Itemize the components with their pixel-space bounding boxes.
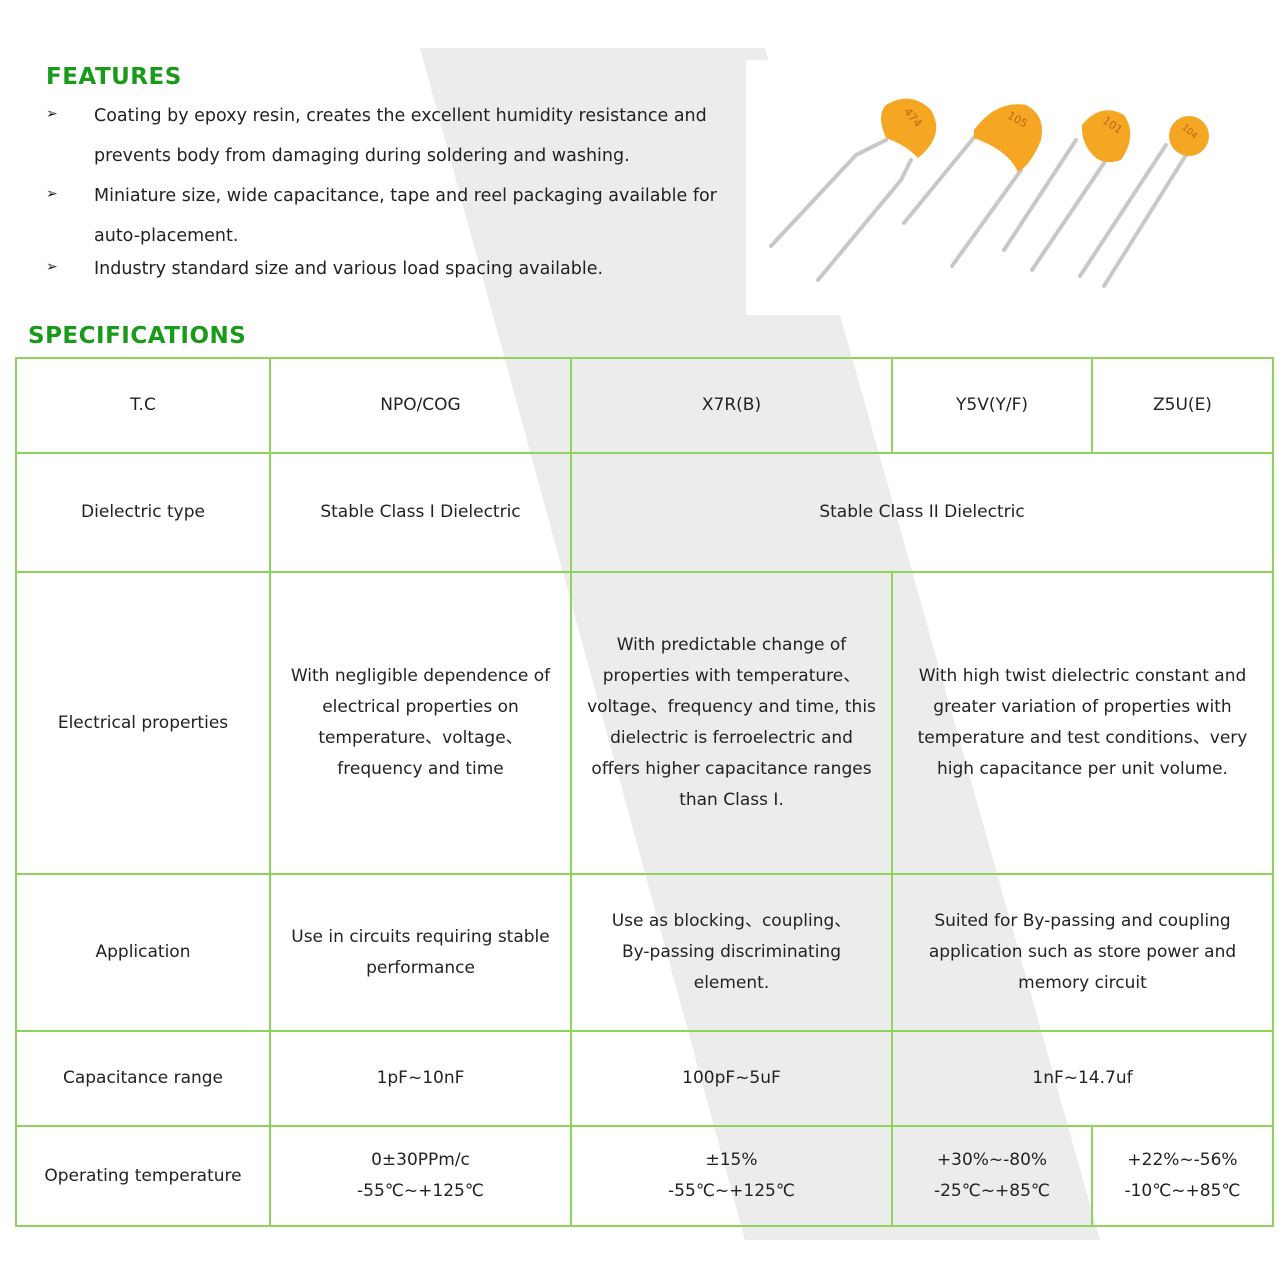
cell: 1nF~14.7uf (891, 1030, 1274, 1127)
arrow-bullet-icon: ➢ (46, 106, 58, 122)
cell: Stable Class II Dielectric (570, 452, 1274, 573)
table-row-application: Application Use in circuits requiring st… (15, 873, 1274, 1032)
row-label: Capacitance range (15, 1030, 271, 1127)
specifications-heading: SPECIFICATIONS (28, 323, 247, 349)
specifications-table: T.C NPO/COG X7R(B) Y5V(Y/F) Z5U(E) Diele… (15, 357, 1274, 1227)
cell: 1pF~10nF (269, 1030, 572, 1127)
header-x7r: X7R(B) (570, 357, 893, 454)
capacitor-photo: 474 105 101 104 (746, 60, 1280, 315)
header-tc: T.C (15, 357, 271, 454)
table-row-temperature: Operating temperature 0±30PPm/c -55℃~+125… (15, 1125, 1274, 1227)
cell: 100pF~5uF (570, 1030, 893, 1127)
cell: 0±30PPm/c -55℃~+125℃ (269, 1125, 572, 1227)
cell: Stable Class I Dielectric (269, 452, 572, 573)
row-label: Electrical properties (15, 571, 271, 875)
header-y5v: Y5V(Y/F) (891, 357, 1093, 454)
cell: With predictable change of properties wit… (570, 571, 893, 875)
table-row-header: T.C NPO/COG X7R(B) Y5V(Y/F) Z5U(E) (15, 357, 1274, 454)
cell: +30%~-80% -25℃~+85℃ (891, 1125, 1093, 1227)
header-z5u: Z5U(E) (1091, 357, 1274, 454)
table-row-capacitance: Capacitance range 1pF~10nF 100pF~5uF 1nF… (15, 1030, 1274, 1127)
table-row-dielectric: Dielectric type Stable Class I Dielectri… (15, 452, 1274, 573)
features-heading: FEATURES (46, 64, 182, 90)
cell: Use as blocking、coupling、 By-passing disc… (570, 873, 893, 1032)
arrow-bullet-icon: ➢ (46, 259, 58, 275)
row-label: Application (15, 873, 271, 1032)
cell: Suited for By-passing and coupling applic… (891, 873, 1274, 1032)
row-label: Operating temperature (15, 1125, 271, 1227)
table-row-electrical: Electrical properties With negligible de… (15, 571, 1274, 875)
cell: +22%~-56% -10℃~+85℃ (1091, 1125, 1274, 1227)
cell: Use in circuits requiring stable performa… (269, 873, 572, 1032)
cell: With high twist dielectric constant and g… (891, 571, 1274, 875)
arrow-bullet-icon: ➢ (46, 186, 58, 202)
cell: With negligible dependence of electrical … (269, 571, 572, 875)
header-npo: NPO/COG (269, 357, 572, 454)
row-label: Dielectric type (15, 452, 271, 573)
cell: ±15% -55℃~+125℃ (570, 1125, 893, 1227)
